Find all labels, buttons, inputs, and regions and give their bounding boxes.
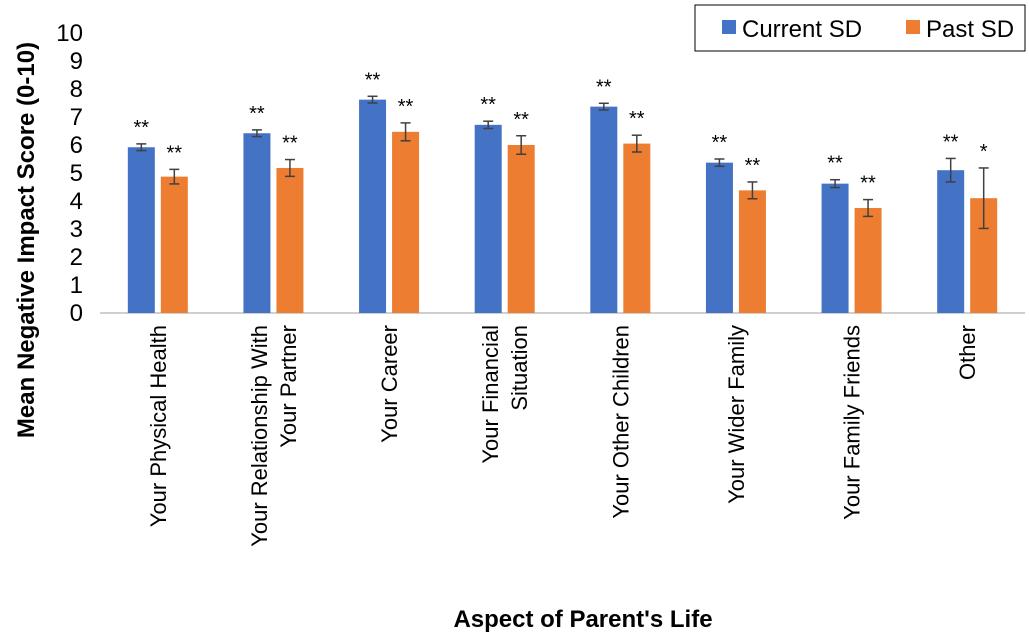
y-tick-label: 6 xyxy=(70,132,83,159)
category-labels: Your Physical Health Your Relationship Wi… xyxy=(146,325,980,547)
y-tick-label: 3 xyxy=(70,216,83,243)
significance-marker: ** xyxy=(282,133,298,155)
x-category-label-your-physical-health: Your Physical Health xyxy=(146,325,171,527)
bar-current-sd-your-financial-situation xyxy=(474,124,502,313)
significance-marker: ** xyxy=(249,103,265,125)
significance-marker: ** xyxy=(943,131,959,153)
x-axis-title: Aspect of Parent's Life xyxy=(453,606,712,633)
significance-marker: ** xyxy=(167,142,183,164)
legend-label-past-sd: Past SD xyxy=(926,16,1014,43)
x-category-label-line: Your Relationship With xyxy=(247,325,272,547)
y-tick-label: 5 xyxy=(70,160,83,187)
bar-current-sd-your-career xyxy=(359,99,387,313)
bar-current-sd-your-relationship-with-your-partner xyxy=(243,133,271,313)
legend-swatch-current-sd xyxy=(722,20,736,34)
x-category-label-your-other-children: Your Other Children xyxy=(608,325,633,519)
x-category-label-line: Your Partner xyxy=(276,325,301,448)
bar-past-sd-your-career xyxy=(392,131,420,313)
significance-marker: ** xyxy=(827,153,843,175)
significance-marker: ** xyxy=(513,109,529,131)
y-tick-label: 2 xyxy=(70,244,83,271)
x-category-label-line: Your Wider Family xyxy=(724,325,749,504)
significance-marker: ** xyxy=(398,96,414,118)
significance-marker: ** xyxy=(134,117,150,139)
bar-past-sd-your-wider-family xyxy=(738,190,766,313)
x-category-label-line: Your Financial xyxy=(478,325,503,464)
y-tick-label: 10 xyxy=(56,20,83,47)
significance-marker: ** xyxy=(860,173,876,195)
x-category-label-line: Your Other Children xyxy=(608,325,633,519)
y-tick-label: 7 xyxy=(70,104,83,131)
x-category-label-your-financial-situation: Your Financial Situation xyxy=(478,325,532,464)
x-category-label-line: Your Physical Health xyxy=(146,325,171,527)
x-category-label-other: Other xyxy=(955,325,980,380)
x-category-label-line: Situation xyxy=(507,325,532,411)
x-category-label-line: Your Career xyxy=(377,325,402,443)
bar-past-sd-your-physical-health xyxy=(160,176,188,313)
y-tick-label: 9 xyxy=(70,48,83,75)
bar-current-sd-your-family-friends xyxy=(821,183,849,313)
y-tick-label: 1 xyxy=(70,272,83,299)
bar-current-sd-your-physical-health xyxy=(127,147,155,313)
significance-marker: ** xyxy=(629,108,645,130)
legend-label-current-sd: Current SD xyxy=(742,16,862,43)
x-category-label-your-relationship-with-your-partner: Your Relationship With Your Partner xyxy=(247,325,301,547)
bars-group: ************ ************ ****** * xyxy=(127,69,998,313)
bar-past-sd-your-financial-situation xyxy=(507,145,535,313)
significance-marker: ** xyxy=(745,155,761,177)
bar-past-sd-your-other-children xyxy=(623,143,651,313)
legend-box xyxy=(694,4,1026,52)
legend-swatch-past-sd xyxy=(906,20,920,34)
x-category-label-your-career: Your Career xyxy=(377,325,402,443)
significance-marker: * xyxy=(980,141,988,163)
x-category-label-line: Your Family Friends xyxy=(840,325,865,520)
bar-current-sd-other xyxy=(937,170,965,313)
significance-marker: ** xyxy=(480,94,496,116)
legend: Current SD Past SD xyxy=(694,4,1026,52)
x-category-label-your-family-friends: Your Family Friends xyxy=(840,325,865,520)
significance-marker: ** xyxy=(365,69,381,91)
y-tick-label: 0 xyxy=(70,300,83,327)
bar-current-sd-your-wider-family xyxy=(705,162,733,313)
y-axis-title: Mean Negative Impact Score (0-10) xyxy=(13,42,40,438)
bar-past-sd-your-family-friends xyxy=(854,208,882,313)
x-category-label-line: Other xyxy=(955,325,980,380)
x-category-label-your-wider-family: Your Wider Family xyxy=(724,325,749,504)
significance-marker: ** xyxy=(712,132,728,154)
significance-marker: ** xyxy=(596,76,612,98)
bar-past-sd-your-relationship-with-your-partner xyxy=(276,167,304,313)
y-tick-label: 8 xyxy=(70,76,83,103)
y-tick-label: 4 xyxy=(70,188,83,215)
bar-current-sd-your-other-children xyxy=(590,106,618,313)
